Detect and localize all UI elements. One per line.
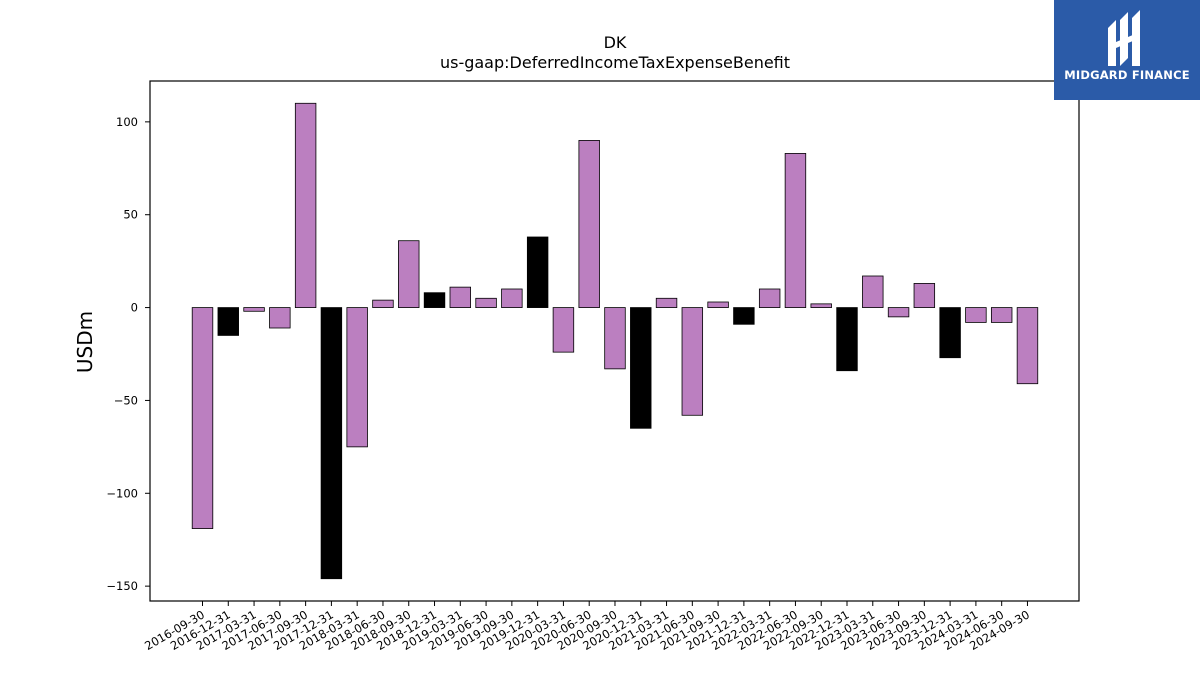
bar-2017-12-31 bbox=[320, 307, 343, 580]
bar-2023-09-30 bbox=[913, 283, 936, 308]
bar-2022-09-30 bbox=[810, 303, 832, 308]
y-tick-label: −100 bbox=[106, 486, 138, 500]
bar-2020-03-31 bbox=[552, 307, 575, 353]
y-tick-label: −50 bbox=[114, 393, 138, 407]
bar-2021-03-31 bbox=[655, 297, 678, 308]
bar-2016-09-30 bbox=[191, 307, 214, 529]
bar-2023-03-31 bbox=[862, 275, 884, 308]
bar-2024-06-30 bbox=[990, 307, 1013, 323]
bar-2023-12-31 bbox=[939, 307, 961, 359]
bar-2019-12-31 bbox=[526, 236, 549, 308]
bar-2018-03-31 bbox=[346, 307, 368, 448]
midgard-finance-logo: MIDGARD FINANCE bbox=[1054, 0, 1200, 100]
bar-2023-06-30 bbox=[887, 307, 910, 318]
bar-2019-06-30 bbox=[475, 297, 497, 308]
bar-2021-12-31 bbox=[733, 307, 755, 325]
bar-2020-06-30 bbox=[578, 140, 600, 308]
bar-2024-09-30 bbox=[1016, 307, 1039, 385]
plot-frame bbox=[149, 80, 1080, 602]
bar-2020-12-31 bbox=[630, 307, 652, 429]
bar-2017-03-31 bbox=[243, 307, 265, 312]
bar-2019-09-30 bbox=[501, 288, 523, 308]
bar-2018-06-30 bbox=[372, 299, 394, 308]
bar-2022-03-31 bbox=[758, 288, 781, 308]
bar-2022-12-31 bbox=[836, 307, 858, 372]
bar-2018-09-30 bbox=[398, 240, 420, 308]
bars-group bbox=[191, 102, 1039, 580]
y-tick-label: −150 bbox=[106, 579, 138, 593]
bar-2020-09-30 bbox=[604, 307, 626, 370]
bar-2018-12-31 bbox=[423, 292, 446, 308]
y-tick-label: 100 bbox=[116, 115, 138, 129]
bar-2016-12-31 bbox=[217, 307, 239, 336]
logo-text: MIDGARD FINANCE bbox=[1064, 68, 1190, 82]
x-ticks-group: 2016-09-302016-12-312017-03-312017-06-30… bbox=[142, 601, 1032, 653]
logo-mark-icon bbox=[1108, 10, 1140, 66]
chart-subtitle: us-gaap:DeferredIncomeTaxExpenseBenefit bbox=[440, 53, 790, 72]
y-tick-label: 0 bbox=[131, 301, 138, 315]
bar-2021-06-30 bbox=[681, 307, 704, 416]
bar-2017-06-30 bbox=[269, 307, 291, 329]
bar-2022-06-30 bbox=[784, 153, 807, 308]
bar-2021-09-30 bbox=[707, 301, 729, 308]
y-axis-label: USDm bbox=[73, 311, 97, 373]
y-tick-label: 50 bbox=[123, 208, 138, 222]
bar-2017-09-30 bbox=[294, 102, 317, 308]
y-ticks-group: 100 50 0 −50 −100 −150 bbox=[106, 115, 150, 593]
bar-2019-03-31 bbox=[449, 286, 472, 308]
chart-title: DK bbox=[604, 33, 627, 52]
bar-2024-03-31 bbox=[965, 307, 987, 323]
